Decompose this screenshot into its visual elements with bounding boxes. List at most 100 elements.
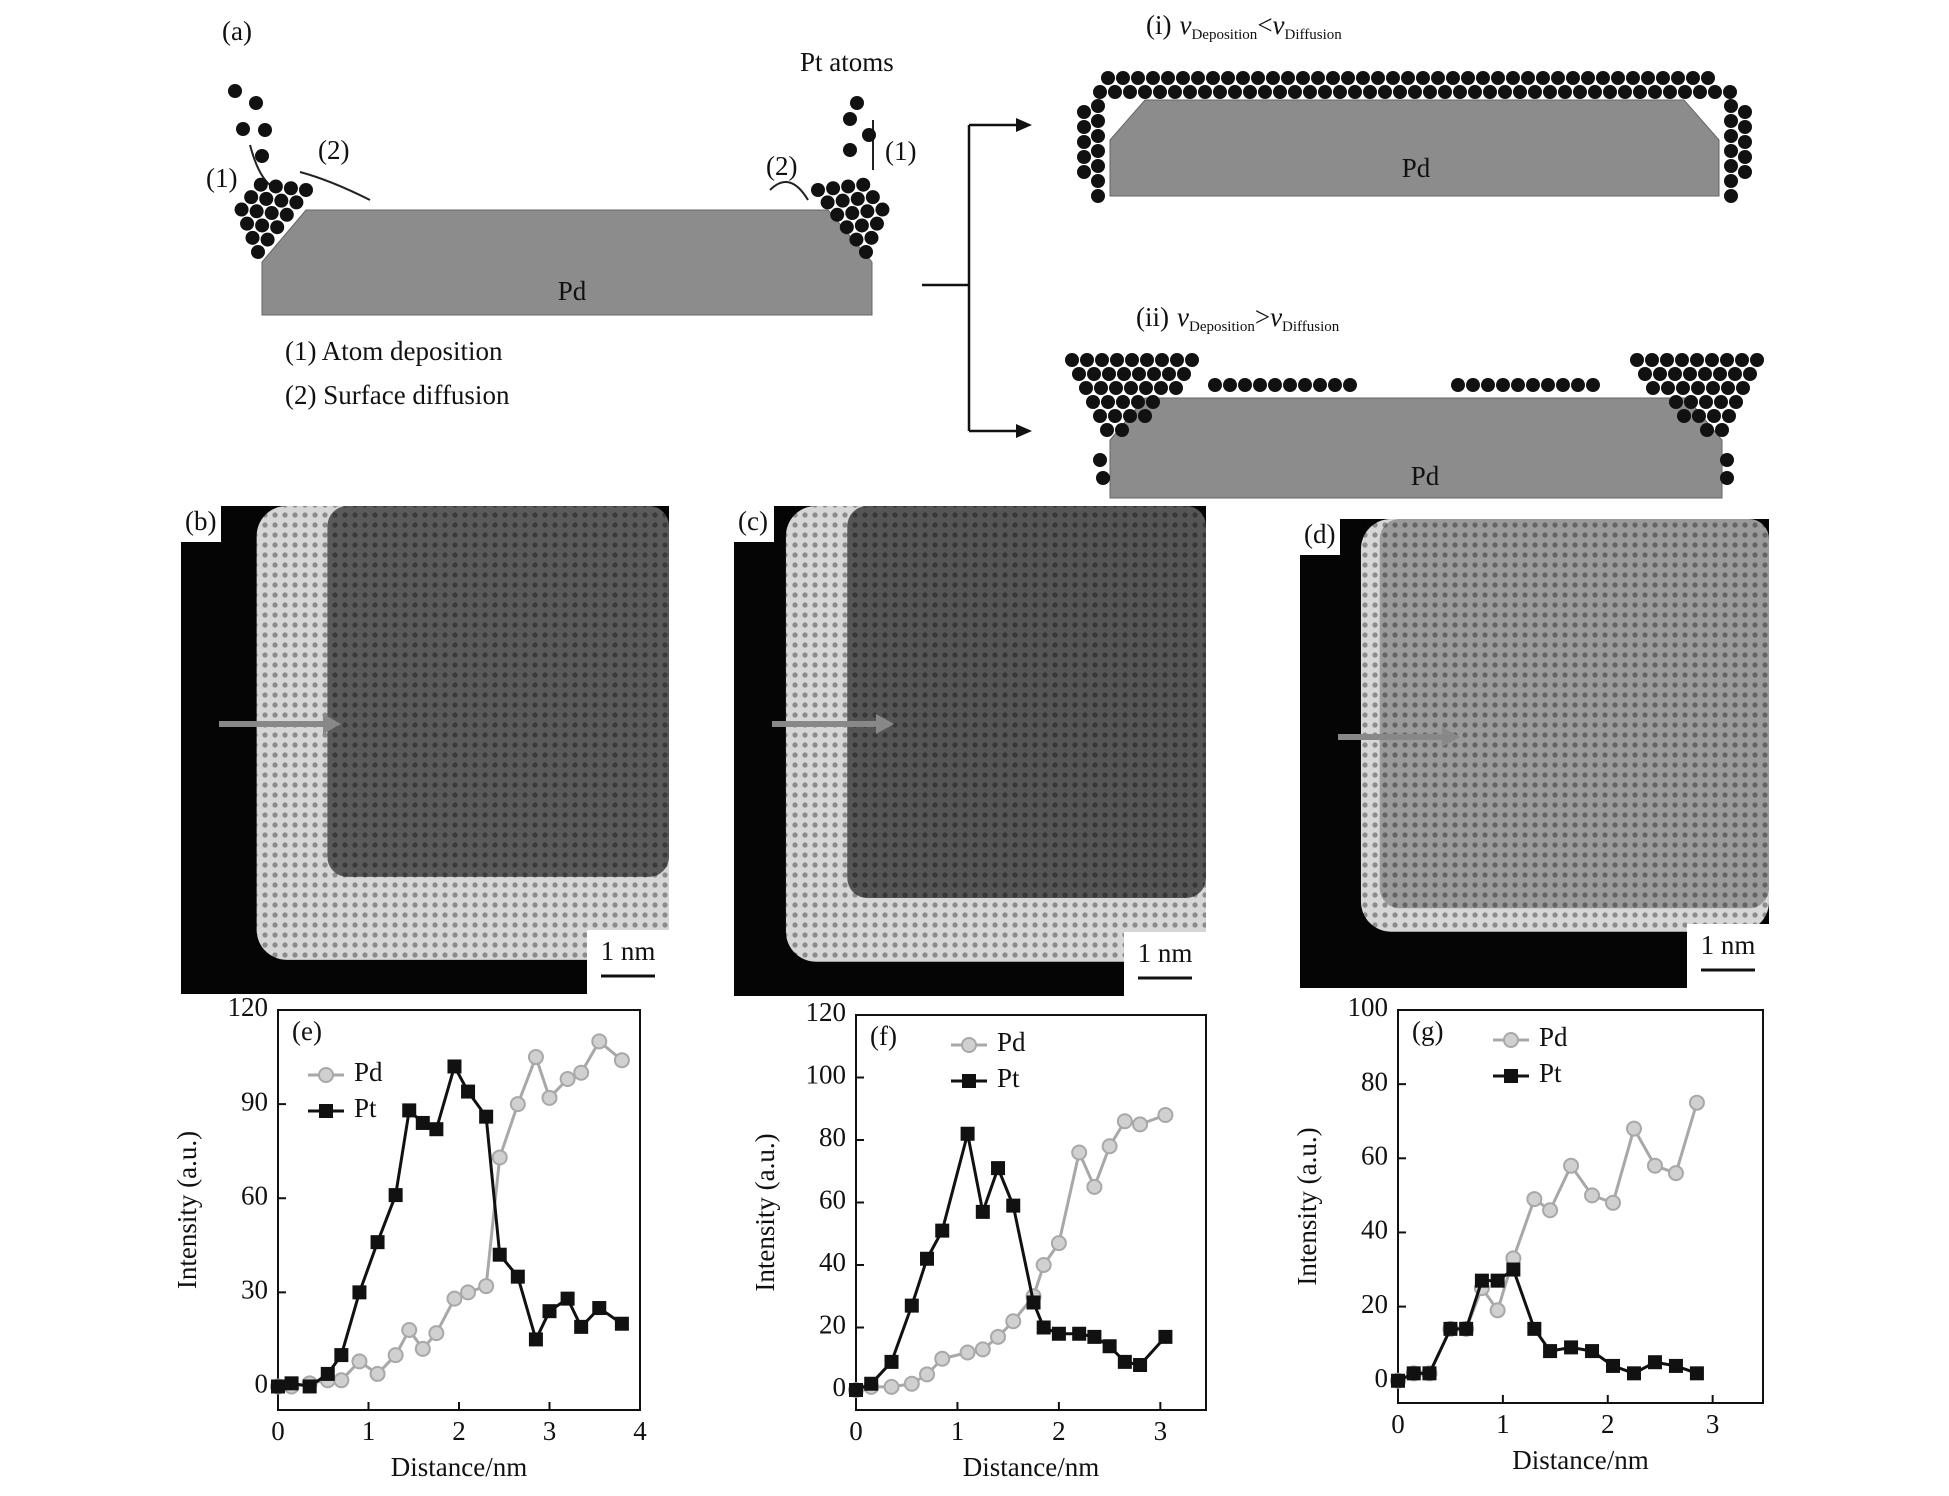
panel-label: (f) <box>870 1021 897 1051</box>
pd-slab <box>1109 99 1720 197</box>
data-point <box>1072 1326 1087 1341</box>
atom <box>1185 353 1199 367</box>
atom <box>864 230 879 245</box>
atom <box>1446 71 1460 85</box>
atom <box>1676 381 1690 395</box>
x-tick-label: 0 <box>849 1416 863 1446</box>
y-tick-label: 0 <box>255 1369 269 1399</box>
panel-label: (a) <box>222 16 252 46</box>
atom <box>1713 367 1727 381</box>
data-point <box>1026 1295 1041 1310</box>
data-point <box>574 1319 589 1334</box>
atom <box>1451 378 1465 392</box>
lattice <box>256 506 669 960</box>
data-point <box>1667 1165 1684 1182</box>
data-point <box>904 1298 919 1313</box>
data-point <box>959 1344 976 1361</box>
symbol: v <box>1177 302 1189 332</box>
y-tick-label: 40 <box>1361 1215 1388 1245</box>
atom <box>1724 174 1738 188</box>
atom <box>1641 71 1655 85</box>
atom <box>860 204 875 219</box>
atom <box>1526 378 1540 392</box>
y-tick-label: 0 <box>833 1372 847 1402</box>
x-tick-label: 3 <box>1706 1409 1720 1439</box>
atom <box>1176 71 1190 85</box>
atom <box>1699 395 1713 409</box>
atom <box>1132 367 1146 381</box>
atom <box>1511 378 1525 392</box>
atom <box>234 202 249 217</box>
atom <box>1095 353 1109 367</box>
atom <box>1147 367 1161 381</box>
atom <box>1268 378 1282 392</box>
atom <box>283 181 298 196</box>
atom <box>1146 395 1160 409</box>
data-point <box>333 1372 350 1389</box>
atom <box>1283 378 1297 392</box>
atom <box>1086 395 1100 409</box>
data-point <box>1391 1373 1405 1388</box>
atom <box>1724 129 1738 143</box>
data-point <box>320 1366 335 1381</box>
atom <box>1168 85 1182 99</box>
atom <box>1738 165 1752 179</box>
y-tick-label: 60 <box>241 1180 268 1210</box>
atom <box>1675 353 1689 367</box>
atom <box>228 84 242 98</box>
y-tick-label: 80 <box>819 1122 846 1152</box>
atom <box>1093 409 1107 423</box>
atom <box>1721 381 1735 395</box>
series-line <box>278 1039 623 1388</box>
symbol: v <box>1270 302 1282 332</box>
atom <box>1125 353 1139 367</box>
atom <box>820 195 835 210</box>
atom <box>1693 85 1707 99</box>
data-point <box>1668 1358 1683 1373</box>
data-point <box>1035 1257 1052 1273</box>
atom <box>249 96 263 110</box>
atom <box>258 123 272 137</box>
atom <box>1123 85 1137 99</box>
data-point <box>1102 1339 1117 1354</box>
atom <box>268 179 283 194</box>
atom <box>1656 71 1670 85</box>
atom <box>1724 99 1738 113</box>
atom <box>1506 71 1520 85</box>
x-tick-label: 1 <box>951 1416 965 1446</box>
atom <box>1556 378 1570 392</box>
atom <box>1468 85 1482 99</box>
atom <box>1303 85 1317 99</box>
case-label: (i) vDeposition<vDiffusion <box>1146 10 1342 43</box>
atom <box>1077 165 1091 179</box>
atom <box>1698 367 1712 381</box>
atom <box>1091 99 1105 113</box>
atom <box>1571 378 1585 392</box>
atom <box>1476 71 1490 85</box>
data-point <box>1051 1326 1066 1341</box>
atom <box>845 206 860 221</box>
atom <box>1116 71 1130 85</box>
atom <box>1138 85 1152 99</box>
step-label: (2) <box>318 135 349 165</box>
arrow-head <box>1442 727 1460 747</box>
atom <box>1692 409 1706 423</box>
atom <box>839 220 854 235</box>
atom <box>1663 85 1677 99</box>
data-point <box>1158 1329 1173 1344</box>
atom <box>1735 353 1749 367</box>
legend-label: Pd <box>1539 1022 1568 1052</box>
data-point <box>415 1115 430 1130</box>
data-point <box>864 1376 879 1391</box>
data-point <box>1422 1366 1437 1381</box>
atom <box>1566 71 1580 85</box>
data-point <box>1132 1116 1149 1133</box>
data-point <box>935 1223 950 1238</box>
atom <box>1678 85 1692 99</box>
data-point <box>541 1089 558 1106</box>
data-point <box>461 1084 476 1099</box>
data-point <box>1584 1187 1601 1204</box>
legend-marker <box>1504 1069 1518 1083</box>
legend-marker <box>961 1037 977 1053</box>
